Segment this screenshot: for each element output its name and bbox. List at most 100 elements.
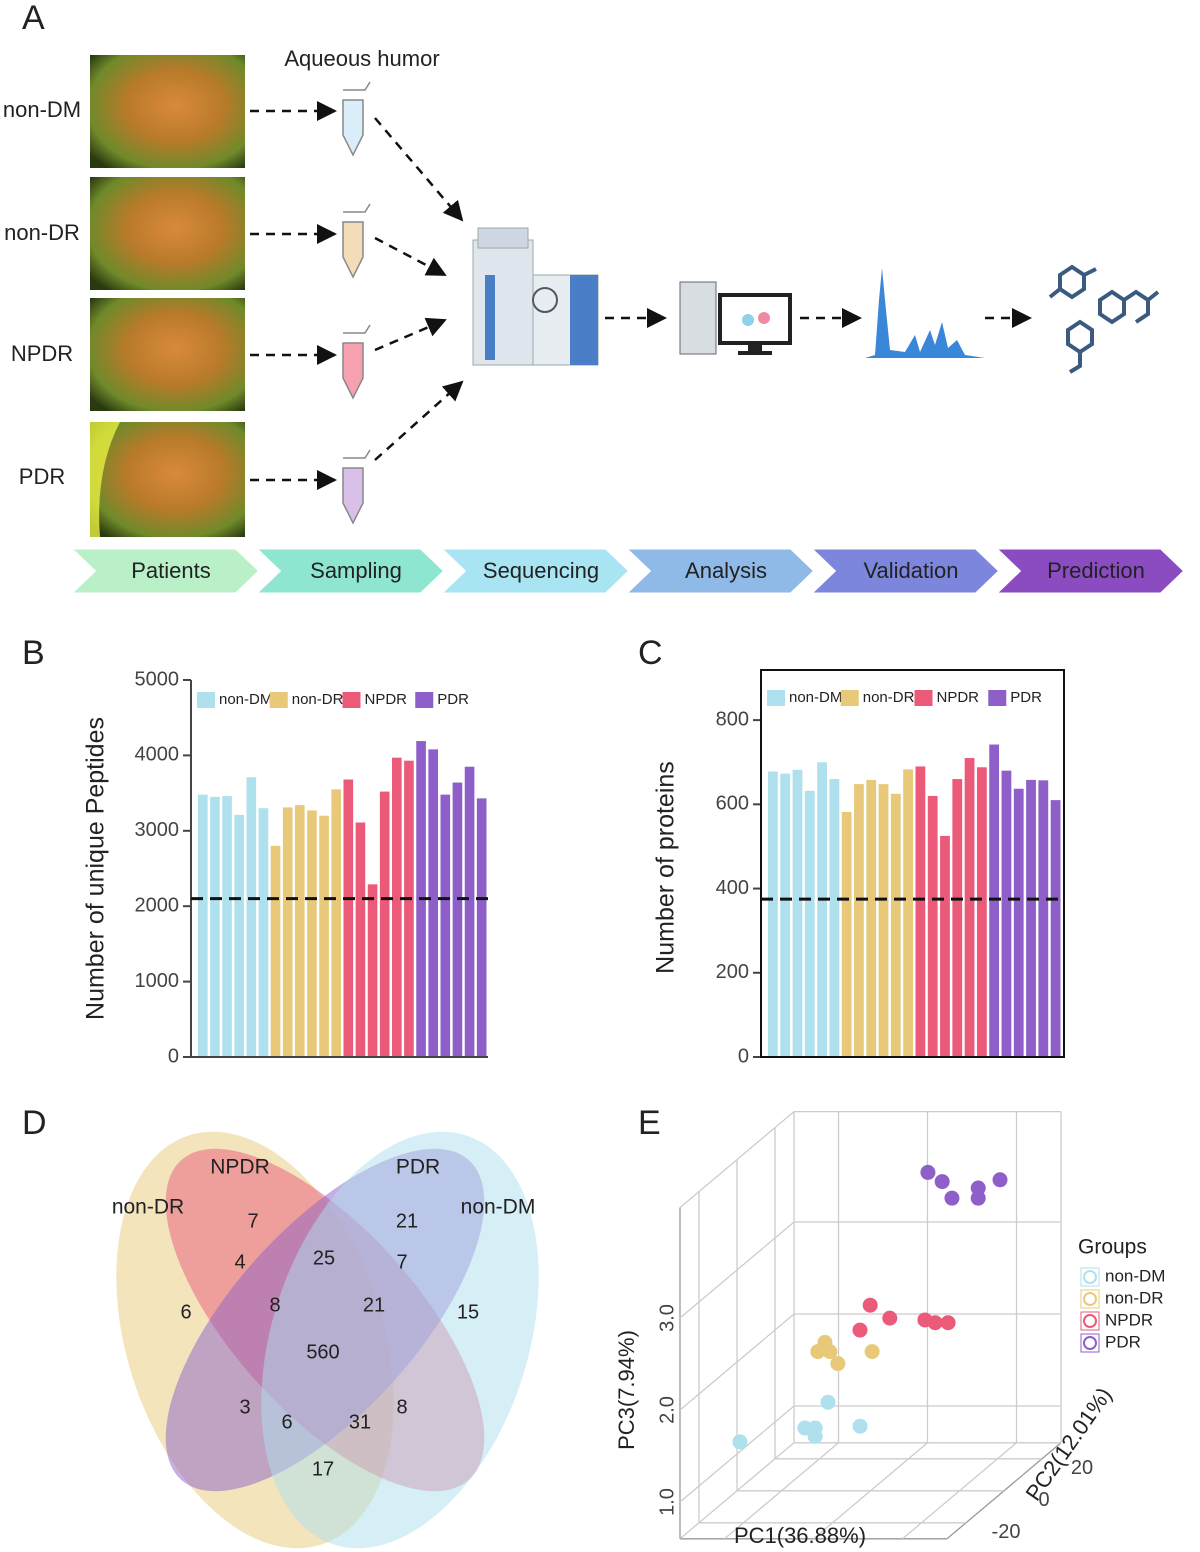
y-tick-label: -20: [992, 1521, 1021, 1543]
point: [882, 1310, 898, 1326]
tubes: [342, 81, 371, 525]
point: [920, 1164, 936, 1180]
point: [934, 1174, 950, 1190]
bar: [452, 782, 463, 1057]
legend-label: non-DM: [789, 689, 842, 706]
workflow-step: [991, 546, 1188, 596]
bar: [258, 808, 269, 1057]
legend-swatch: [767, 690, 785, 706]
legend-label: PDR: [1010, 689, 1042, 706]
bar: [890, 793, 901, 1057]
z-axis-label: PC3(7.94%): [614, 1330, 639, 1450]
y-tick-label: 0: [738, 1045, 749, 1067]
point: [940, 1315, 956, 1331]
legend-marker: [1083, 1270, 1097, 1284]
bar: [841, 811, 852, 1057]
venn-set-label: PDR: [396, 1156, 440, 1179]
legend-label: non-DM: [219, 691, 272, 708]
venn-region-value: 6: [180, 1301, 191, 1323]
bar: [210, 796, 220, 1057]
fundus-images: [90, 55, 245, 537]
workflow-step-label: Analysis: [685, 558, 767, 583]
bar: [1026, 779, 1036, 1057]
z-tick-label: 3.0: [656, 1304, 678, 1332]
y-tick-label: 0: [1038, 1489, 1049, 1511]
legend-title: Groups: [1078, 1236, 1147, 1259]
bar: [915, 766, 926, 1057]
point: [822, 1344, 838, 1360]
bar: [270, 845, 281, 1057]
bar: [428, 749, 438, 1057]
panel-label: C: [638, 634, 663, 672]
row-label: NPDR: [11, 341, 73, 366]
bar: [464, 766, 475, 1057]
z-tick-label: 1.0: [656, 1488, 678, 1516]
venn-region-value: 25: [313, 1247, 335, 1269]
point: [970, 1190, 986, 1206]
bar: [927, 795, 938, 1057]
bar: [1013, 788, 1024, 1057]
workflow-step-label: Prediction: [1047, 558, 1145, 583]
venn-region-value: 8: [396, 1396, 407, 1418]
legend-swatch: [988, 690, 1007, 706]
legend-box: [1080, 1289, 1100, 1309]
molecules: [1048, 264, 1160, 374]
legend-swatch: [415, 692, 434, 708]
venn-region-value: 560: [306, 1341, 339, 1363]
bar: [817, 762, 827, 1057]
bar: [476, 798, 487, 1057]
bar: [198, 794, 208, 1057]
venn-set-label: non-DM: [461, 1196, 536, 1219]
x-axis-label: PC1(36.88%): [734, 1523, 866, 1548]
y-tick-label: 0: [168, 1045, 179, 1067]
workflow-step-label: Patients: [131, 558, 211, 583]
x-tick-label: 0: [808, 1549, 819, 1552]
y-tick-label: 3000: [135, 819, 180, 841]
workflow-step-label: Validation: [864, 558, 959, 583]
venn: [116, 1131, 539, 1549]
bar: [804, 790, 815, 1057]
legend-label: PDR: [1105, 1332, 1141, 1351]
bar: [1038, 780, 1049, 1057]
venn-region-value: 8: [269, 1294, 280, 1316]
point: [864, 1344, 880, 1360]
y-tick-label: 800: [716, 708, 749, 730]
bar: [404, 760, 414, 1057]
venn-region-value: 21: [396, 1210, 418, 1232]
z-tick-label: 2.0: [656, 1396, 678, 1424]
grid-line: [679, 1313, 795, 1411]
spectrum: [865, 268, 985, 358]
point: [807, 1420, 823, 1436]
legend-marker: [1083, 1292, 1097, 1306]
panel-label: D: [22, 1104, 47, 1142]
bar: [379, 791, 390, 1057]
legend-box: [1080, 1267, 1100, 1287]
y-tick-label: 5000: [135, 668, 180, 690]
legend-label: NPDR: [365, 691, 408, 708]
row-label: non-DR: [4, 220, 80, 245]
legend-swatch: [840, 690, 859, 706]
point: [830, 1356, 846, 1372]
panel-label: E: [638, 1104, 661, 1142]
y-tick-label: 2000: [135, 894, 180, 916]
y-tick-label: 600: [716, 793, 749, 815]
bar: [222, 796, 232, 1057]
bar: [952, 779, 963, 1057]
legend-swatch: [269, 692, 288, 708]
y-tick-label: 400: [716, 877, 749, 899]
workflow-step-label: Sequencing: [483, 558, 599, 583]
point: [852, 1322, 868, 1338]
bar: [367, 884, 378, 1057]
bar: [792, 769, 803, 1057]
legend-label: NPDR: [1105, 1310, 1153, 1329]
legend-marker: [1083, 1336, 1097, 1350]
x-tick-label: -20: [710, 1549, 739, 1552]
bar: [1001, 770, 1012, 1057]
bar: [964, 758, 975, 1057]
bar: [940, 835, 950, 1057]
workflow-step-label: Sampling: [310, 558, 402, 583]
point: [927, 1315, 943, 1331]
panel-label: A: [22, 0, 45, 37]
bar: [1050, 800, 1061, 1057]
